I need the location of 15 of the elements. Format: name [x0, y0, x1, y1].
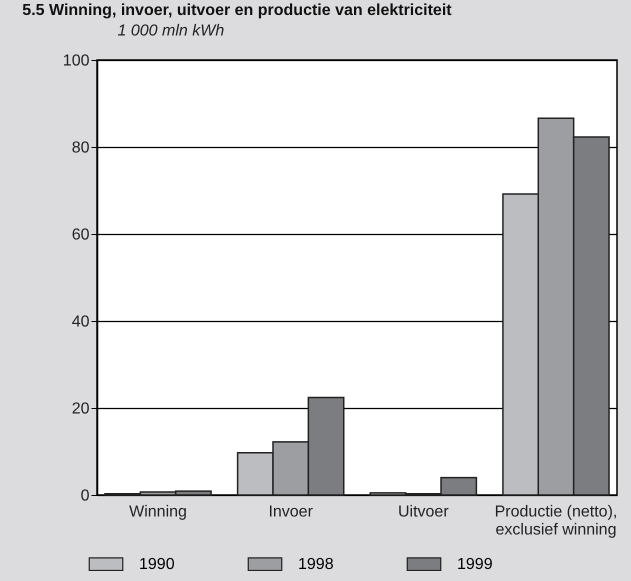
y-tick-label: 60 — [72, 226, 90, 244]
y-tick-label: 0 — [80, 488, 90, 504]
legend-label: 1999 — [457, 556, 493, 574]
x-tick-label: Productie (netto), exclusief winning — [494, 504, 618, 538]
y-axis-title: 1 000 mln kWh — [118, 22, 224, 40]
y-tick-label: 40 — [72, 314, 90, 330]
y-tick-label: 20 — [72, 400, 90, 418]
y-tick-label: 100 — [62, 52, 90, 70]
y-tick-label: 80 — [72, 140, 90, 156]
chart-title: 5.5 Winning, invoer, uitvoer en productie van elektriciteit — [22, 2, 452, 19]
x-tick-label: Uitvoer — [398, 504, 450, 520]
legend-label: 1998 — [298, 556, 334, 574]
x-tick-label: Invoer — [268, 504, 314, 520]
x-tick-label: Winning — [129, 504, 187, 520]
legend-label: 1990 — [139, 556, 175, 574]
